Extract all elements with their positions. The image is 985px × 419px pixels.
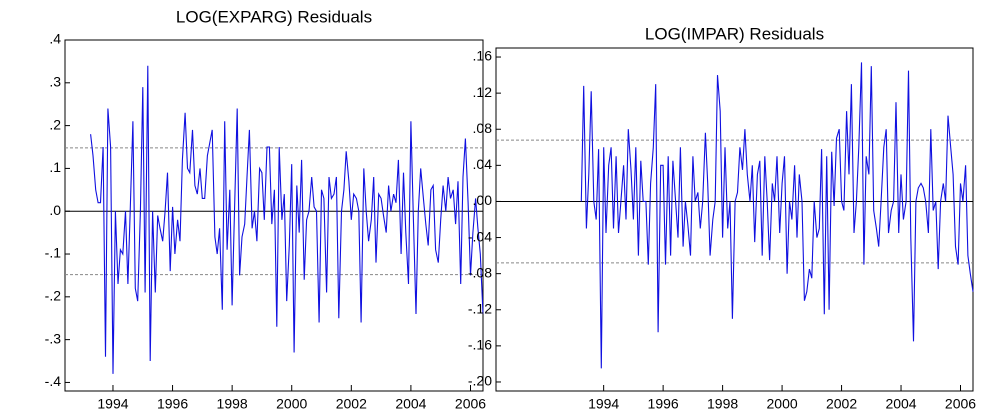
x-tick-label: 2002 (826, 396, 857, 412)
x-tick-label: 1996 (157, 396, 188, 412)
y-tick-label: -.3 (45, 330, 62, 346)
y-tick-label: -.08 (468, 264, 492, 280)
y-tick-label: -.2 (45, 288, 62, 304)
x-tick-label: 1996 (648, 396, 679, 412)
y-tick-label: .2 (49, 116, 61, 132)
y-tick-label: -.1 (45, 245, 62, 261)
x-tick-label: 1994 (588, 396, 619, 412)
x-tick-label: 2004 (885, 396, 916, 412)
chart-title: LOG(EXPARG) Residuals (176, 7, 372, 26)
x-tick-label: 1998 (217, 396, 248, 412)
y-tick-label: -.16 (468, 337, 492, 353)
y-tick-label: .3 (49, 74, 61, 90)
x-tick-label: 2002 (336, 396, 367, 412)
y-tick-label: .0 (49, 202, 61, 218)
x-tick-label: 1994 (97, 396, 128, 412)
y-tick-label: .12 (473, 84, 493, 100)
y-tick-label: -.04 (468, 228, 492, 244)
y-tick-label: .00 (473, 192, 493, 208)
x-tick-label: 2006 (455, 396, 486, 412)
chart-title: LOG(IMPAR) Residuals (645, 24, 824, 43)
y-tick-label: .16 (473, 48, 493, 64)
x-tick-label: 2000 (276, 396, 307, 412)
y-tick-label: .4 (49, 31, 61, 47)
y-tick-label: .04 (473, 156, 493, 172)
y-tick-label: -.20 (468, 373, 492, 389)
series-line (90, 65, 484, 374)
y-tick-label: -.12 (468, 300, 492, 316)
plot-frame (495, 47, 974, 392)
x-tick-label: 2006 (945, 396, 976, 412)
x-tick-label: 1998 (707, 396, 738, 412)
plot-frame (64, 39, 484, 392)
series-line (580, 62, 974, 369)
y-tick-label: -.4 (45, 373, 62, 389)
x-tick-label: 2000 (767, 396, 798, 412)
x-tick-label: 2004 (395, 396, 426, 412)
y-tick-label: .1 (49, 159, 61, 175)
y-tick-label: .08 (473, 120, 493, 136)
